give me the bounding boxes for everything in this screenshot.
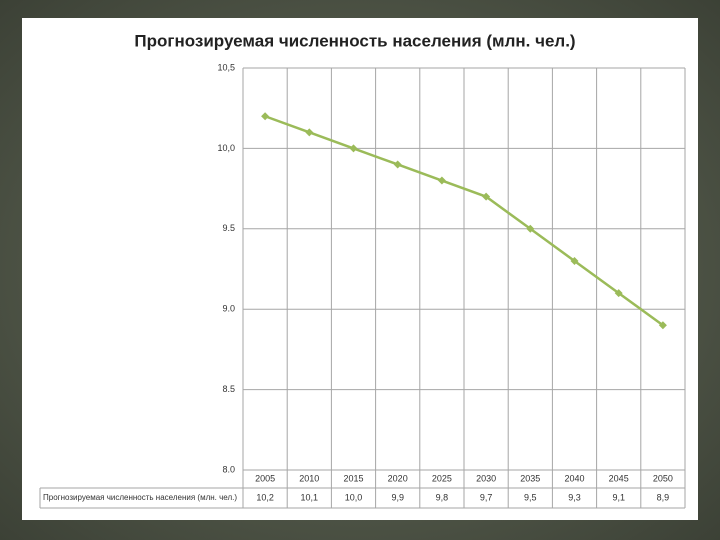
table-value: 10,2 xyxy=(256,492,274,502)
x-tick-label: 2015 xyxy=(343,473,363,483)
x-tick-label: 2020 xyxy=(388,473,408,483)
chart-title: Прогнозируемая численность населения (мл… xyxy=(134,31,575,50)
table-value: 9,9 xyxy=(391,492,404,502)
data-point xyxy=(349,144,358,153)
data-point xyxy=(570,256,579,265)
y-tick-label: 8.5 xyxy=(222,384,235,394)
x-tick-label: 2035 xyxy=(520,473,540,483)
table-value: 9,1 xyxy=(612,492,625,502)
table-value: 9,3 xyxy=(568,492,581,502)
data-point xyxy=(305,128,314,137)
y-tick-label: 10,0 xyxy=(217,143,235,153)
data-point xyxy=(482,192,491,201)
table-value: 8,9 xyxy=(657,492,670,502)
table-row-header: Прогнозируемая численность населения (мл… xyxy=(43,493,237,502)
x-tick-label: 2030 xyxy=(476,473,496,483)
y-tick-label: 10,5 xyxy=(217,62,235,72)
x-tick-label: 2050 xyxy=(653,473,673,483)
table-value: 9,8 xyxy=(436,492,449,502)
y-tick-label: 9.5 xyxy=(222,223,235,233)
x-tick-label: 2025 xyxy=(432,473,452,483)
series-line xyxy=(264,115,664,327)
table-value: 9,7 xyxy=(480,492,493,502)
table-value: 10,0 xyxy=(345,492,363,502)
y-tick-label: 9.0 xyxy=(222,304,235,314)
x-tick-label: 2010 xyxy=(299,473,319,483)
table-value: 9,5 xyxy=(524,492,537,502)
data-point xyxy=(614,289,623,298)
data-point xyxy=(393,160,402,169)
x-tick-label: 2045 xyxy=(609,473,629,483)
x-tick-label: 2005 xyxy=(255,473,275,483)
y-tick-label: 8.0 xyxy=(222,464,235,474)
data-point xyxy=(437,176,446,185)
data-point xyxy=(261,112,270,121)
table-value: 10,1 xyxy=(301,492,319,502)
data-point xyxy=(658,321,667,330)
data-point xyxy=(526,224,535,233)
x-tick-label: 2040 xyxy=(564,473,584,483)
